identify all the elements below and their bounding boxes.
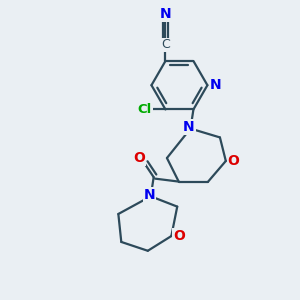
Text: O: O xyxy=(173,229,184,243)
Text: O: O xyxy=(227,154,239,168)
Text: C: C xyxy=(161,38,170,51)
Text: N: N xyxy=(183,120,195,134)
Text: N: N xyxy=(160,7,171,21)
Text: Cl: Cl xyxy=(138,103,152,116)
Text: N: N xyxy=(210,78,221,92)
Text: N: N xyxy=(143,188,155,202)
Text: O: O xyxy=(133,151,145,165)
